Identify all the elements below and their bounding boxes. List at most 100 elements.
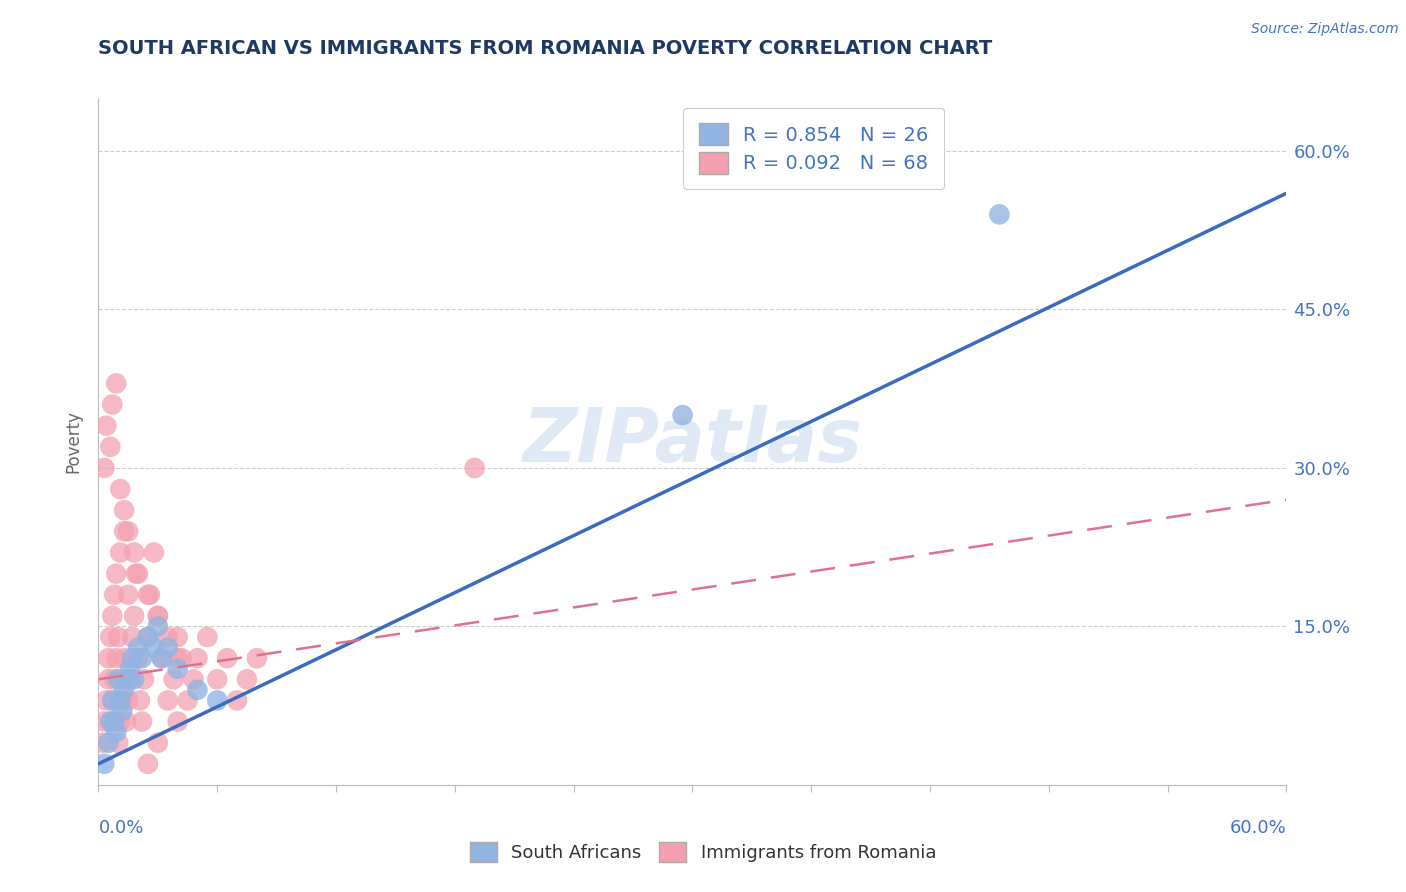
Point xyxy=(96,418,118,433)
Point xyxy=(120,662,142,676)
Point xyxy=(127,566,149,581)
Point xyxy=(120,673,142,687)
Point xyxy=(101,693,124,707)
Point xyxy=(105,725,128,739)
Point xyxy=(103,588,125,602)
Point xyxy=(98,714,121,729)
Point xyxy=(108,714,131,729)
Point xyxy=(91,736,114,750)
Point xyxy=(117,524,139,539)
Point xyxy=(163,673,186,687)
Text: Source: ZipAtlas.com: Source: ZipAtlas.com xyxy=(1251,22,1399,37)
Point xyxy=(108,545,131,559)
Point xyxy=(125,566,148,581)
Point xyxy=(132,673,155,687)
Point xyxy=(464,461,486,475)
Point xyxy=(122,673,145,687)
Point xyxy=(127,640,149,655)
Point xyxy=(96,693,118,707)
Point xyxy=(101,398,124,412)
Text: 60.0%: 60.0% xyxy=(1230,819,1286,838)
Point xyxy=(136,630,159,644)
Point xyxy=(142,545,165,559)
Point xyxy=(97,651,120,665)
Point xyxy=(156,640,179,655)
Point xyxy=(105,566,128,581)
Point xyxy=(111,673,134,687)
Point xyxy=(97,736,120,750)
Point xyxy=(136,756,159,771)
Point xyxy=(136,630,159,644)
Point xyxy=(115,714,138,729)
Point xyxy=(236,673,259,687)
Point xyxy=(117,673,139,687)
Point xyxy=(108,482,131,496)
Point xyxy=(121,630,143,644)
Point xyxy=(671,408,693,422)
Point xyxy=(107,630,129,644)
Point xyxy=(176,693,198,707)
Point xyxy=(166,662,188,676)
Point xyxy=(150,651,173,665)
Point xyxy=(97,673,120,687)
Point xyxy=(107,673,129,687)
Point xyxy=(98,630,121,644)
Point xyxy=(166,651,188,665)
Point xyxy=(98,714,121,729)
Point xyxy=(142,640,165,655)
Point xyxy=(146,608,169,623)
Point xyxy=(186,651,208,665)
Point xyxy=(131,651,153,665)
Point xyxy=(127,651,149,665)
Point xyxy=(101,693,124,707)
Point xyxy=(98,440,121,454)
Point xyxy=(166,630,188,644)
Point xyxy=(207,693,229,707)
Point xyxy=(122,608,145,623)
Point xyxy=(195,630,218,644)
Point xyxy=(136,588,159,602)
Point xyxy=(121,651,143,665)
Point xyxy=(207,673,229,687)
Point xyxy=(156,630,179,644)
Point xyxy=(150,651,173,665)
Point xyxy=(103,673,125,687)
Point xyxy=(122,545,145,559)
Point xyxy=(183,673,205,687)
Point xyxy=(246,651,269,665)
Point xyxy=(139,588,162,602)
Point xyxy=(166,714,188,729)
Point xyxy=(117,693,139,707)
Text: ZIPatlas: ZIPatlas xyxy=(523,405,862,478)
Point xyxy=(217,651,239,665)
Point xyxy=(112,524,135,539)
Point xyxy=(156,693,179,707)
Y-axis label: Poverty: Poverty xyxy=(65,410,83,473)
Point xyxy=(105,651,128,665)
Point xyxy=(170,651,193,665)
Point xyxy=(111,704,134,718)
Point xyxy=(146,608,169,623)
Point xyxy=(112,651,135,665)
Point xyxy=(107,736,129,750)
Point xyxy=(93,461,115,475)
Legend: South Africans, Immigrants from Romania: South Africans, Immigrants from Romania xyxy=(463,835,943,870)
Text: 0.0%: 0.0% xyxy=(98,819,143,838)
Point xyxy=(146,736,169,750)
Point xyxy=(112,503,135,517)
Point xyxy=(226,693,249,707)
Point xyxy=(146,619,169,633)
Point xyxy=(101,608,124,623)
Point xyxy=(129,693,152,707)
Point xyxy=(112,682,135,697)
Point xyxy=(93,714,115,729)
Point xyxy=(988,207,1011,221)
Text: SOUTH AFRICAN VS IMMIGRANTS FROM ROMANIA POVERTY CORRELATION CHART: SOUTH AFRICAN VS IMMIGRANTS FROM ROMANIA… xyxy=(98,39,993,58)
Point xyxy=(108,693,131,707)
Point xyxy=(131,714,153,729)
Legend: R = 0.854   N = 26, R = 0.092   N = 68: R = 0.854 N = 26, R = 0.092 N = 68 xyxy=(683,108,943,189)
Point xyxy=(186,682,208,697)
Point xyxy=(103,714,125,729)
Point xyxy=(117,588,139,602)
Point xyxy=(93,756,115,771)
